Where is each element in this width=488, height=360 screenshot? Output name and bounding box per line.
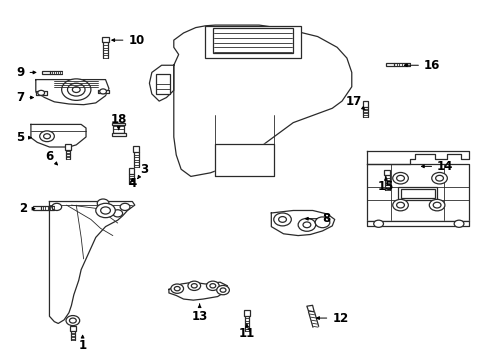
Text: 9: 9 [16,66,36,79]
Circle shape [69,318,76,323]
Circle shape [278,217,286,222]
Circle shape [187,281,200,291]
Circle shape [97,199,109,208]
Bar [65,144,71,149]
Polygon shape [31,125,86,147]
Polygon shape [168,282,227,300]
Circle shape [396,175,404,181]
Text: 3: 3 [138,163,148,179]
Circle shape [431,172,447,184]
Circle shape [206,281,219,291]
Bar [386,63,393,67]
Bar [128,168,134,174]
Circle shape [453,220,463,227]
Text: 16: 16 [404,59,439,72]
Bar [384,170,389,175]
Bar [212,28,293,53]
Circle shape [373,220,383,227]
Polygon shape [366,221,468,226]
Polygon shape [173,25,351,176]
Polygon shape [215,144,273,176]
Bar [42,71,50,74]
Circle shape [100,89,106,94]
Circle shape [298,219,315,231]
Circle shape [170,284,183,293]
Polygon shape [98,90,109,93]
Circle shape [432,202,440,208]
Text: 2: 2 [19,202,35,215]
Circle shape [191,284,197,288]
Polygon shape [49,202,135,323]
Circle shape [43,134,50,139]
Text: 13: 13 [191,304,207,323]
Text: 18: 18 [110,113,126,130]
Text: 15: 15 [377,177,393,193]
Circle shape [52,203,61,211]
Text: 17: 17 [346,95,365,110]
Text: 5: 5 [16,131,31,144]
Circle shape [96,203,115,218]
Bar [156,74,170,94]
Circle shape [38,90,44,95]
Bar [70,325,75,331]
Polygon shape [306,305,314,312]
Polygon shape [366,164,468,221]
Polygon shape [149,65,173,101]
Bar [362,102,367,107]
Bar [102,37,108,42]
Text: 10: 10 [112,33,144,47]
Circle shape [216,285,229,295]
Circle shape [396,202,404,208]
Bar [397,187,436,200]
Text: 4: 4 [128,177,136,190]
Circle shape [315,217,329,228]
Circle shape [435,175,443,181]
Bar [33,206,41,210]
Polygon shape [366,151,468,164]
Polygon shape [36,80,109,105]
Circle shape [120,203,130,211]
Circle shape [67,83,85,96]
Circle shape [428,199,444,211]
Circle shape [209,284,215,288]
Text: 14: 14 [421,160,452,173]
Bar [111,134,125,135]
Polygon shape [271,211,334,235]
Circle shape [72,87,80,93]
Circle shape [392,199,407,211]
Circle shape [273,213,291,226]
Circle shape [303,222,310,228]
Circle shape [392,172,407,184]
Circle shape [101,207,110,214]
Circle shape [40,131,54,141]
Bar [113,123,124,134]
Bar [112,123,125,125]
Polygon shape [36,91,47,95]
Circle shape [61,79,91,100]
Text: 12: 12 [316,311,348,325]
Text: 11: 11 [238,324,255,340]
Text: 7: 7 [16,91,33,104]
Bar [133,146,139,152]
Bar [205,26,300,58]
Bar [244,310,249,316]
Circle shape [113,210,122,217]
Circle shape [220,288,225,292]
Text: 1: 1 [79,335,86,352]
Text: 8: 8 [305,212,330,225]
Circle shape [174,287,180,291]
Bar [400,189,434,198]
Circle shape [66,316,80,325]
Text: 6: 6 [45,150,58,165]
